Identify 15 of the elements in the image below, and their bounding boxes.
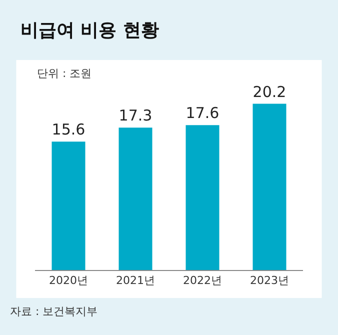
x-tick-label: 2022년 bbox=[183, 274, 222, 288]
text: 자료 : 보건복지부 bbox=[10, 305, 98, 318]
data-label: 15.6 bbox=[52, 120, 86, 139]
x-tick-label: 2021년 bbox=[116, 274, 155, 288]
data-label: 17.6 bbox=[186, 104, 220, 122]
x-tick-label: 2020년 bbox=[49, 274, 88, 288]
bar bbox=[252, 104, 286, 270]
text: 단위 : 조원 bbox=[37, 67, 92, 80]
data-label: 20.2 bbox=[252, 82, 286, 101]
bar bbox=[186, 125, 220, 270]
x-tick-label: 2023년 bbox=[250, 274, 289, 288]
chart-title: 비급여 비용 현황 bbox=[20, 20, 159, 42]
bar bbox=[118, 128, 152, 270]
bar bbox=[52, 142, 86, 270]
data-label: 17.3 bbox=[118, 106, 152, 125]
